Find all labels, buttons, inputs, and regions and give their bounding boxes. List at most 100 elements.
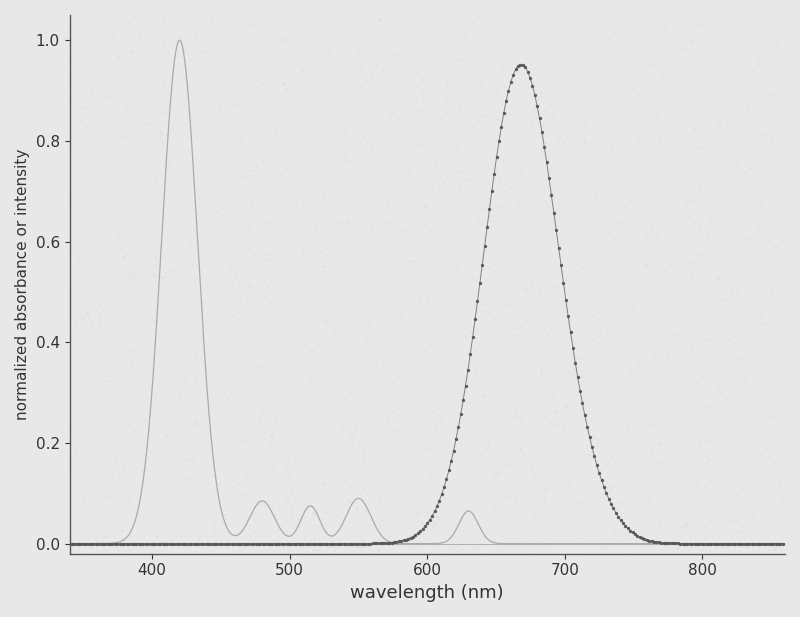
Point [453, 131, 466, 141]
Point [376, 455, 389, 465]
Point [308, 109, 321, 118]
Point [66, 384, 79, 394]
Point [318, 534, 330, 544]
Point [401, 191, 414, 201]
Point [273, 174, 286, 184]
Point [450, 176, 462, 186]
Point [469, 544, 482, 553]
Point [535, 438, 548, 448]
Point [236, 451, 249, 461]
Point [142, 39, 155, 49]
Point [216, 39, 229, 49]
Point [313, 314, 326, 324]
Point [444, 355, 457, 365]
Point [271, 67, 284, 77]
Point [174, 353, 187, 363]
Point [100, 124, 113, 134]
Point [744, 163, 757, 173]
Point [491, 123, 504, 133]
Point [753, 73, 766, 83]
Point [600, 491, 613, 500]
Point [434, 537, 446, 547]
Point [569, 33, 582, 43]
Point [676, 220, 689, 230]
Point [669, 407, 682, 417]
Point [545, 529, 558, 539]
Point [649, 532, 662, 542]
Point [458, 392, 471, 402]
Point [598, 510, 611, 520]
Point [432, 187, 445, 197]
Point [546, 393, 559, 403]
Point [204, 32, 217, 42]
Point [359, 323, 372, 333]
Point [512, 441, 525, 450]
Point [209, 534, 222, 544]
Point [748, 212, 761, 222]
Point [702, 457, 714, 466]
Point [205, 507, 218, 517]
Point [341, 495, 354, 505]
Point [181, 424, 194, 434]
Point [449, 38, 462, 48]
Point [126, 60, 138, 70]
Point [557, 168, 570, 178]
Point [358, 505, 371, 515]
Point [448, 310, 461, 320]
Point [542, 292, 554, 302]
Point [761, 59, 774, 69]
Point [76, 485, 89, 495]
Point [354, 395, 367, 405]
Point [298, 123, 310, 133]
Point [423, 520, 436, 529]
Point [100, 528, 113, 538]
Point [118, 44, 131, 54]
Point [351, 44, 364, 54]
Point [393, 247, 406, 257]
Point [237, 320, 250, 330]
Point [395, 512, 408, 522]
Point [323, 46, 336, 56]
Point [670, 366, 682, 376]
Point [406, 542, 418, 552]
Point [248, 114, 261, 123]
Point [751, 48, 764, 57]
Point [101, 466, 114, 476]
Point [270, 294, 282, 304]
Point [102, 503, 115, 513]
Point [133, 45, 146, 55]
Point [281, 294, 294, 304]
Point [103, 371, 116, 381]
Point [611, 424, 624, 434]
Point [558, 26, 571, 36]
Point [266, 465, 279, 474]
Point [419, 307, 432, 317]
Point [674, 46, 687, 56]
Point [479, 15, 492, 25]
Point [482, 436, 494, 446]
Point [158, 80, 170, 89]
Point [341, 319, 354, 329]
Point [152, 73, 165, 83]
Point [454, 544, 467, 554]
Point [383, 426, 396, 436]
Point [354, 488, 366, 498]
Point [289, 27, 302, 37]
Point [686, 499, 699, 508]
Point [621, 202, 634, 212]
Point [615, 22, 628, 31]
Point [363, 83, 376, 93]
Point [387, 126, 400, 136]
Point [578, 190, 590, 200]
Point [205, 178, 218, 188]
Point [614, 497, 627, 507]
Point [705, 256, 718, 266]
Point [454, 387, 467, 397]
Point [295, 492, 308, 502]
Point [228, 272, 241, 282]
Point [691, 109, 704, 118]
Point [658, 454, 671, 464]
Point [258, 365, 270, 375]
Point [280, 497, 293, 507]
Point [465, 326, 478, 336]
